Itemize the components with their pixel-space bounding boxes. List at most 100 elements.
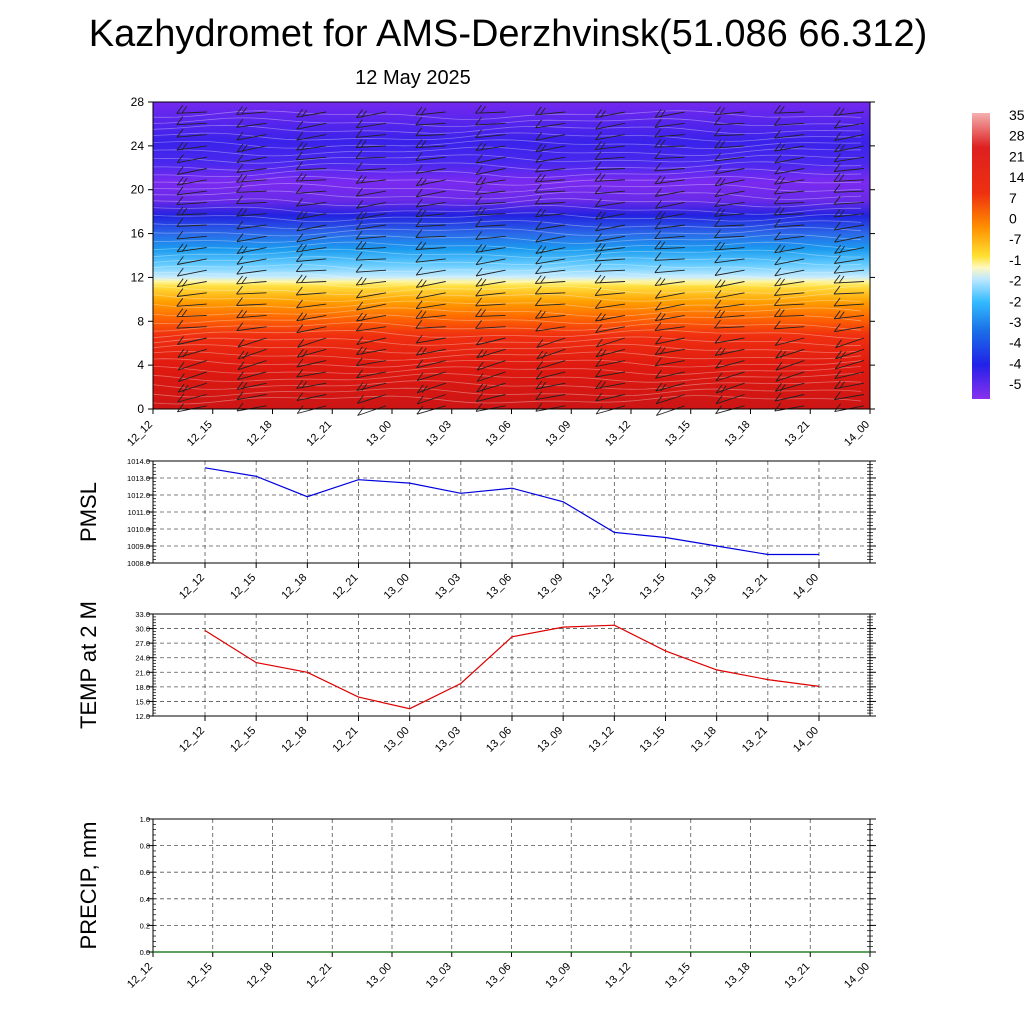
wind-barb	[715, 371, 745, 382]
wind-barb	[177, 360, 207, 371]
wind-barb	[654, 346, 685, 355]
wind-barb	[774, 267, 805, 277]
x-tick-label: 13_12	[603, 419, 633, 449]
wind-barb	[833, 107, 865, 116]
wind-barb	[535, 143, 566, 153]
colorbar-label: -4	[1009, 355, 1022, 371]
colorbar: 35 28 21 14 7 0 -7 -1 -2 -2 -3 -4 -4 -5	[972, 107, 1024, 399]
wind-barb	[415, 208, 446, 218]
wind-barb	[774, 185, 805, 195]
x-tick-label: 13_09	[535, 725, 565, 755]
wind-barb	[296, 233, 327, 243]
wind-barb	[594, 287, 626, 296]
wind-barb	[654, 128, 685, 138]
wind-barb	[475, 320, 506, 329]
wind-barb	[416, 405, 446, 415]
wind-barb	[296, 312, 327, 322]
wind-barb	[714, 165, 745, 175]
y-tick-label: 1.0	[140, 815, 150, 824]
wind-barb	[774, 244, 805, 254]
contour-line	[152, 212, 862, 223]
wind-barb	[535, 132, 566, 141]
colorbar-label: 7	[1009, 190, 1017, 206]
wind-barb	[714, 299, 745, 309]
wind-barb	[236, 233, 267, 243]
contour-line	[152, 336, 862, 347]
contour-line	[152, 154, 862, 164]
wind-barb	[534, 285, 566, 295]
contour-line	[153, 176, 862, 186]
wind-barb	[415, 241, 446, 250]
x-tick-label: 13_18	[689, 725, 719, 755]
wind-barb	[654, 210, 685, 220]
wind-barb	[356, 382, 387, 392]
wind-barb	[654, 264, 685, 274]
wind-barb	[714, 177, 745, 187]
wind-barb	[176, 105, 207, 114]
colorbar-label: -5	[1009, 376, 1022, 392]
wind-barb	[654, 312, 685, 322]
wind-barb	[176, 154, 207, 164]
wind-barb	[476, 348, 506, 359]
wind-barb	[834, 380, 865, 390]
wind-barb	[714, 208, 745, 217]
wind-barb	[714, 334, 745, 344]
wind-barb	[834, 119, 865, 129]
wind-barb	[535, 233, 566, 243]
x-tick-label: 14_00	[791, 725, 821, 755]
contour-line	[152, 256, 862, 266]
y-tick-label: 0.6	[140, 868, 150, 877]
wind-barb	[594, 263, 626, 272]
wind-barb	[356, 301, 387, 311]
wind-barb	[714, 188, 745, 198]
wind-barb	[595, 312, 626, 322]
wind-barb	[357, 394, 387, 404]
wind-barb	[236, 184, 267, 193]
y-tick-label: 1011.0	[128, 508, 150, 517]
wind-barb	[714, 106, 745, 116]
wind-barb	[833, 310, 865, 320]
wind-barb	[536, 348, 566, 360]
contour-line	[152, 351, 862, 361]
wind-barb	[654, 322, 685, 332]
wind-barb	[654, 138, 685, 148]
wind-barb	[654, 277, 685, 287]
wind-barb	[355, 251, 387, 261]
wind-barb	[415, 116, 446, 126]
wind-barb	[475, 129, 506, 139]
y-axis-label: PMSL	[76, 482, 101, 542]
wind-barb	[237, 371, 267, 381]
x-tick-label: 13_15	[663, 961, 693, 991]
wind-barb	[297, 337, 327, 348]
x-tick-label: 13_00	[364, 961, 394, 991]
wind-barb	[176, 308, 207, 318]
y-tick-label: 28	[131, 95, 145, 109]
wind-barb	[655, 382, 685, 392]
x-tick-label: 13_09	[535, 572, 565, 602]
wind-barb	[236, 154, 267, 164]
wind-barb	[654, 200, 685, 209]
wind-barb	[594, 274, 626, 284]
wind-barb	[714, 139, 745, 149]
wind-barb	[774, 277, 805, 287]
wind-barb	[535, 322, 566, 332]
wind-barb	[475, 336, 506, 346]
contour-line	[152, 124, 862, 134]
wind-barb	[835, 348, 865, 360]
wind-barb	[236, 106, 267, 115]
wind-barb	[774, 287, 805, 296]
wind-barb	[775, 360, 805, 371]
x-tick-label: 12_18	[245, 419, 275, 449]
contour-line	[152, 139, 862, 149]
x-tick-label: 12_18	[279, 725, 309, 755]
wind-barb	[833, 196, 865, 205]
wind-barb	[237, 337, 267, 348]
contour-line	[152, 299, 862, 310]
x-tick-label: 12_15	[228, 572, 258, 602]
wind-barb	[296, 368, 327, 378]
y-tick-label: 1010.0	[127, 525, 150, 534]
wind-barb	[833, 208, 865, 218]
y-tick-label: 1013.0	[127, 474, 150, 483]
wind-barb	[176, 196, 207, 206]
wind-barb	[534, 184, 566, 193]
